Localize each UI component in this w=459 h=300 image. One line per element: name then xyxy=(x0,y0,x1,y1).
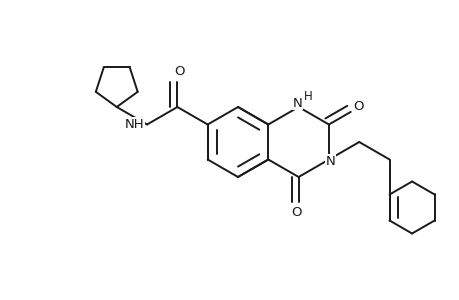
Text: NH: NH xyxy=(124,118,144,131)
Text: N: N xyxy=(325,155,335,168)
Text: O: O xyxy=(291,206,301,219)
Text: H: H xyxy=(303,89,312,103)
Text: O: O xyxy=(174,65,184,78)
Text: O: O xyxy=(353,100,363,113)
Text: N: N xyxy=(292,97,302,110)
